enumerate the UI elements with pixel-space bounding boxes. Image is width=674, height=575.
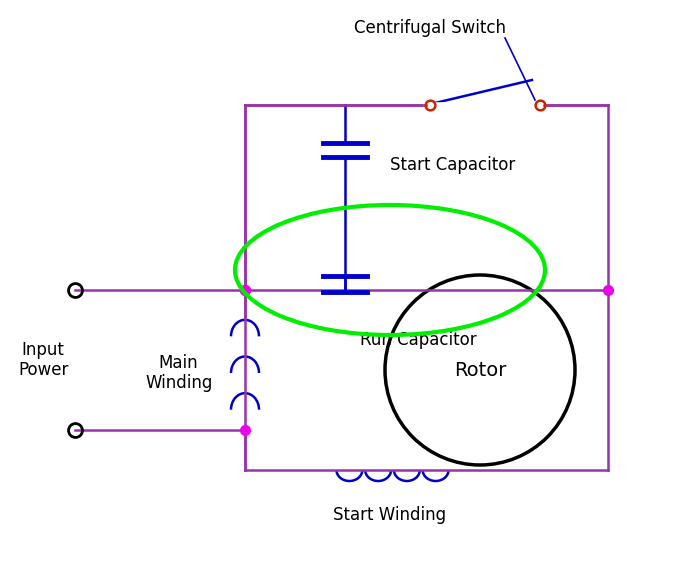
Text: Start Winding: Start Winding: [334, 506, 447, 524]
Text: Rotor: Rotor: [454, 361, 506, 380]
Text: Main
Winding: Main Winding: [145, 354, 212, 392]
Text: Run Capacitor: Run Capacitor: [360, 331, 477, 349]
Text: Start Capacitor: Start Capacitor: [390, 156, 515, 174]
Text: Input
Power: Input Power: [18, 340, 68, 380]
Text: Centrifugal Switch: Centrifugal Switch: [354, 19, 506, 37]
